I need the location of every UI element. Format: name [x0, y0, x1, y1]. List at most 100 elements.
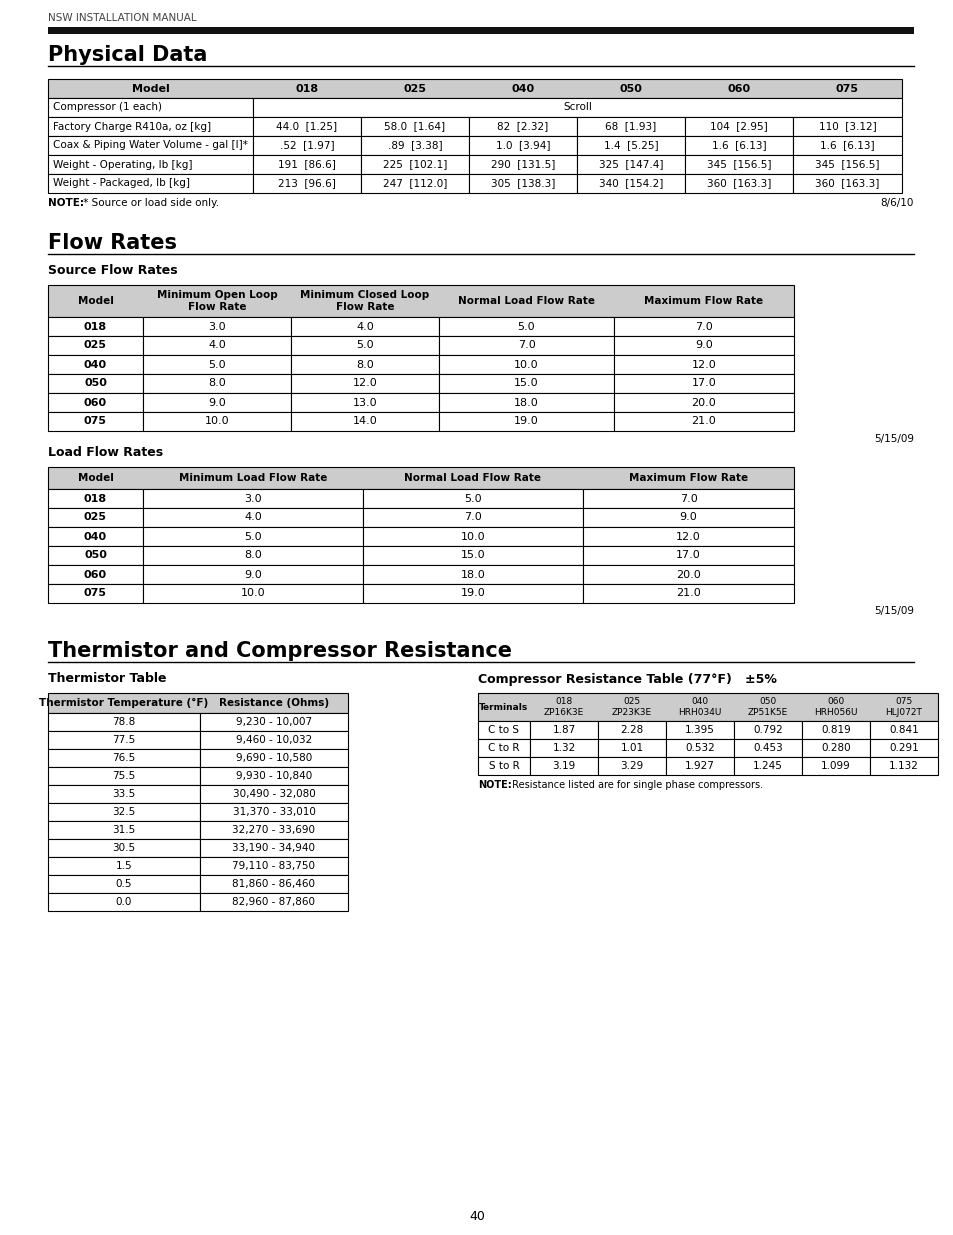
- Bar: [48, 467, 793, 489]
- Bar: [253, 98, 901, 117]
- Bar: [291, 412, 438, 431]
- Text: 33,190 - 34,940: 33,190 - 34,940: [233, 844, 315, 853]
- Text: 10.0: 10.0: [514, 359, 538, 369]
- Text: 0.453: 0.453: [752, 743, 782, 753]
- Text: 040: 040: [511, 84, 534, 94]
- Bar: [869, 721, 937, 739]
- Bar: [469, 117, 577, 136]
- Bar: [530, 739, 598, 757]
- Bar: [869, 757, 937, 776]
- Text: 360  [163.3]: 360 [163.3]: [815, 179, 879, 189]
- Text: 21.0: 21.0: [676, 589, 700, 599]
- Text: 12.0: 12.0: [353, 378, 377, 389]
- Text: 9,930 - 10,840: 9,930 - 10,840: [235, 771, 312, 781]
- Text: 060: 060: [727, 84, 750, 94]
- Text: 1.6  [6.13]: 1.6 [6.13]: [711, 141, 765, 151]
- Text: 78.8: 78.8: [112, 718, 135, 727]
- Text: 1.132: 1.132: [888, 761, 918, 771]
- Text: 075
HLJ072T: 075 HLJ072T: [884, 698, 922, 716]
- Text: 3.0: 3.0: [208, 321, 226, 331]
- Text: 7.0: 7.0: [517, 341, 535, 351]
- Bar: [733, 739, 801, 757]
- Text: 9.0: 9.0: [244, 569, 262, 579]
- Bar: [792, 174, 901, 193]
- Bar: [363, 527, 582, 546]
- Text: 025: 025: [84, 513, 107, 522]
- Text: 104  [2.95]: 104 [2.95]: [709, 121, 767, 131]
- Bar: [438, 354, 614, 374]
- Bar: [200, 767, 348, 785]
- Text: 12.0: 12.0: [676, 531, 700, 541]
- Text: 1.4  [5.25]: 1.4 [5.25]: [603, 141, 658, 151]
- Bar: [143, 489, 363, 508]
- Text: 075: 075: [835, 84, 858, 94]
- Text: Minimum Load Flow Rate: Minimum Load Flow Rate: [178, 473, 327, 483]
- Bar: [438, 336, 614, 354]
- Text: 018: 018: [84, 494, 107, 504]
- Text: 20.0: 20.0: [691, 398, 716, 408]
- Bar: [360, 156, 469, 174]
- Text: 21.0: 21.0: [691, 416, 716, 426]
- Bar: [801, 721, 869, 739]
- Bar: [143, 336, 291, 354]
- Text: 8.0: 8.0: [244, 551, 262, 561]
- Text: 19.0: 19.0: [514, 416, 538, 426]
- Bar: [363, 508, 582, 527]
- Bar: [143, 374, 291, 393]
- Text: 5.0: 5.0: [464, 494, 481, 504]
- Bar: [291, 393, 438, 412]
- Bar: [200, 893, 348, 911]
- Bar: [582, 508, 793, 527]
- Bar: [582, 527, 793, 546]
- Bar: [438, 412, 614, 431]
- Bar: [48, 713, 200, 731]
- Text: 4.0: 4.0: [355, 321, 374, 331]
- Bar: [143, 584, 363, 603]
- Bar: [438, 393, 614, 412]
- Bar: [665, 739, 733, 757]
- Text: 7.0: 7.0: [679, 494, 697, 504]
- Text: 0.532: 0.532: [684, 743, 714, 753]
- Text: 9,460 - 10,032: 9,460 - 10,032: [235, 735, 312, 745]
- Bar: [48, 748, 200, 767]
- Text: 75.5: 75.5: [112, 771, 135, 781]
- Bar: [792, 136, 901, 156]
- Bar: [530, 721, 598, 739]
- Text: 325  [147.4]: 325 [147.4]: [598, 159, 662, 169]
- Text: 9,230 - 10,007: 9,230 - 10,007: [235, 718, 312, 727]
- Text: Source Flow Rates: Source Flow Rates: [48, 264, 177, 278]
- Text: 19.0: 19.0: [460, 589, 485, 599]
- Text: 8.0: 8.0: [208, 378, 226, 389]
- Text: 58.0  [1.64]: 58.0 [1.64]: [384, 121, 445, 131]
- Bar: [48, 354, 143, 374]
- Text: 5.0: 5.0: [244, 531, 261, 541]
- Bar: [363, 564, 582, 584]
- Bar: [253, 136, 360, 156]
- Bar: [143, 354, 291, 374]
- Text: 025: 025: [84, 341, 107, 351]
- Bar: [143, 393, 291, 412]
- Text: 018: 018: [295, 84, 318, 94]
- Text: Compressor Resistance Table (77°F)   ±5%: Compressor Resistance Table (77°F) ±5%: [477, 673, 776, 685]
- Text: Thermistor Table: Thermistor Table: [48, 673, 167, 685]
- Text: 14.0: 14.0: [353, 416, 377, 426]
- Text: 68  [1.93]: 68 [1.93]: [605, 121, 656, 131]
- Bar: [582, 584, 793, 603]
- Text: C to R: C to R: [488, 743, 519, 753]
- Bar: [48, 27, 913, 35]
- Bar: [614, 393, 793, 412]
- Text: Minimum Open Loop
Flow Rate: Minimum Open Loop Flow Rate: [156, 290, 277, 311]
- Bar: [200, 821, 348, 839]
- Text: 345  [156.5]: 345 [156.5]: [815, 159, 879, 169]
- Bar: [792, 117, 901, 136]
- Bar: [143, 546, 363, 564]
- Text: 82  [2.32]: 82 [2.32]: [497, 121, 548, 131]
- Text: 76.5: 76.5: [112, 753, 135, 763]
- Text: NSW INSTALLATION MANUAL: NSW INSTALLATION MANUAL: [48, 14, 196, 23]
- Text: 050: 050: [84, 378, 107, 389]
- Bar: [48, 564, 143, 584]
- Text: 360  [163.3]: 360 [163.3]: [706, 179, 770, 189]
- Bar: [469, 136, 577, 156]
- Text: 7.0: 7.0: [695, 321, 712, 331]
- Bar: [792, 156, 901, 174]
